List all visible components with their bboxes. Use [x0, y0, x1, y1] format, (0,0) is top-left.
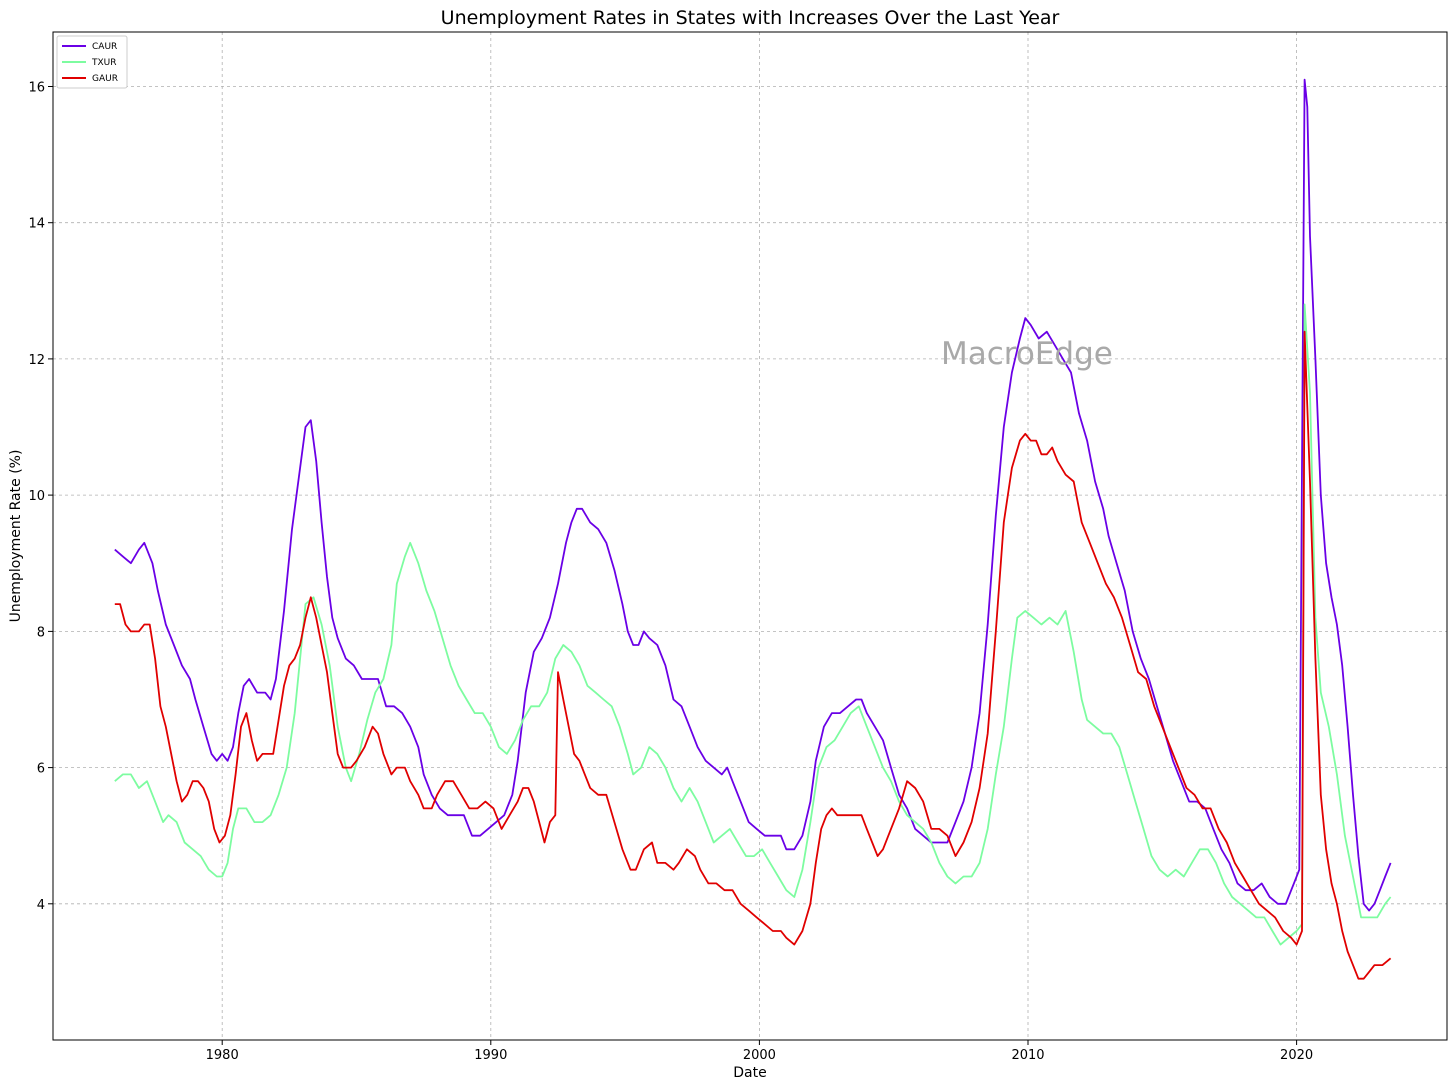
series-line-txur	[114, 303, 1392, 946]
plot-frame	[52, 31, 1448, 1041]
legend-label-gaur: GAUR	[92, 74, 118, 84]
y-tick-label: 12	[28, 353, 45, 368]
y-axis-ticks: 4 6 8 10 12 14 16	[28, 81, 53, 913]
y-tick-label: 14	[28, 217, 45, 232]
legend: CAUR TXUR GAUR	[56, 35, 128, 89]
y-axis-label: Unemployment Rate (%)	[8, 450, 24, 623]
grid-lines	[53, 32, 1447, 1040]
x-axis-ticks: 1980 1990 2000 2010 2020	[206, 1040, 1313, 1063]
y-tick-label: 10	[28, 489, 45, 504]
series-line-caur	[114, 78, 1392, 912]
watermark: MacroEdge	[941, 336, 1113, 372]
series-line-gaur	[114, 330, 1392, 980]
x-tick-label: 1980	[206, 1048, 239, 1063]
x-tick-label: 1990	[474, 1048, 507, 1063]
y-tick-label: 8	[37, 625, 45, 640]
y-tick-label: 4	[37, 898, 45, 913]
x-tick-label: 2010	[1011, 1048, 1044, 1063]
y-tick-label: 6	[37, 762, 45, 777]
series-layer	[114, 78, 1392, 980]
legend-label-txur: TXUR	[91, 58, 117, 68]
legend-box	[56, 35, 128, 89]
x-tick-label: 2020	[1280, 1048, 1313, 1063]
chart-title: Unemployment Rates in States with Increa…	[441, 7, 1060, 29]
x-axis-label: Date	[733, 1065, 766, 1081]
legend-label-caur: CAUR	[92, 42, 117, 52]
x-tick-label: 2000	[743, 1048, 776, 1063]
y-tick-label: 16	[28, 81, 45, 96]
